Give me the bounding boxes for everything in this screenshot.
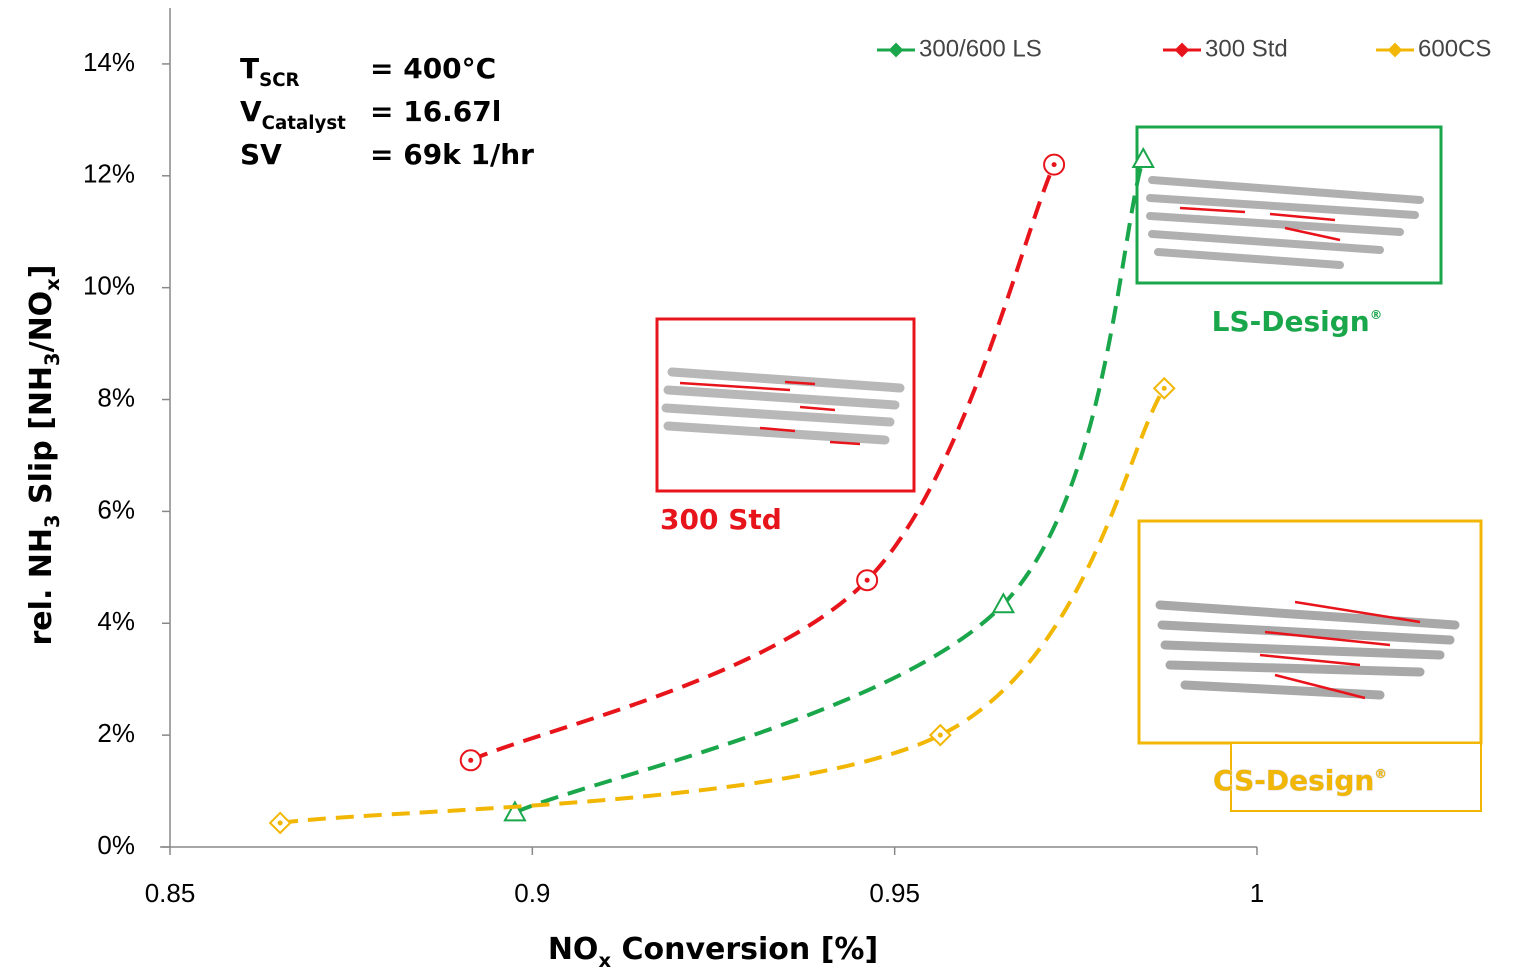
label-part: x [41,278,64,291]
x-tick-label: 1 [1250,878,1264,908]
marker [890,44,902,56]
condition-symbol: VCatalyst [240,95,346,134]
y-tick-label: 14% [83,47,135,77]
inset-label-text: 300 Std [660,503,782,536]
label-part: Conversion [%] [611,932,878,967]
inset-label: 300 Std [660,503,782,536]
x-axis-label: NOx Conversion [%] [548,932,878,973]
marker-dot [938,733,943,738]
y-tick-label: 2% [97,718,135,748]
chart: 0%2%4%6%8%10%12%14%0.850.90.951NOx Conve… [0,0,1536,977]
y-tick-label: 0% [97,830,135,860]
legend-label: 300 Std [1205,35,1288,62]
y-tick-label: 12% [83,159,135,189]
label-part: 3 [41,514,64,528]
inset-label: LS-Design® [1212,305,1383,338]
inset-ls-design [1137,127,1441,283]
marker-dot [278,820,283,825]
x-tick-label: 0.95 [869,878,920,908]
y-tick-label: 10% [83,271,135,301]
label-part: x [598,949,611,972]
label-part: /NO [24,291,59,353]
condition-symbol-main: SV [240,138,282,171]
condition-symbol-main: V [240,95,262,128]
condition-symbol: SV [240,138,282,171]
label-part: rel. NH [24,528,59,645]
inset-label-text: LS-Design [1212,305,1370,338]
condition-value: = 16.67l [370,95,501,128]
x-tick-label: 0.85 [145,878,196,908]
marker-dot [468,758,473,763]
label-part: ] [24,265,59,279]
inset-label: CS-Design® [1213,764,1387,797]
page: {"chart_data": { "type": "line", "x_labe… [0,0,1536,977]
y-tick-label: 4% [97,606,135,636]
condition-symbol: TSCR [240,52,300,91]
condition-symbol-main: T [240,52,259,85]
inset-label-mark: ® [1370,307,1383,322]
legend-label: 600CS [1418,35,1491,62]
marker-dot [865,578,870,583]
legend-label: 300/600 LS [919,35,1042,62]
marker-dot [1162,386,1167,391]
condition-value: = 69k 1/hr [370,138,534,171]
marker [1176,44,1188,56]
label-part: NO [548,932,599,967]
label-part: 3 [41,352,64,366]
inset-300-std [657,319,914,491]
x-tick-label: 0.9 [514,878,550,908]
y-tick-label: 6% [97,494,135,524]
y-tick-label: 8% [97,382,135,412]
marker [1389,44,1401,56]
label-part: Slip [NH [24,366,59,514]
inset-label-text: CS-Design [1213,764,1374,797]
condition-value: = 400°C [370,52,496,85]
condition-symbol-sub: SCR [259,70,299,91]
inset-label-mark: ® [1374,766,1387,781]
y-axis-label: rel. NH3 Slip [NH3/NOx] [24,265,65,646]
marker-dot [1052,162,1057,167]
condition-symbol-sub: Catalyst [262,113,347,134]
